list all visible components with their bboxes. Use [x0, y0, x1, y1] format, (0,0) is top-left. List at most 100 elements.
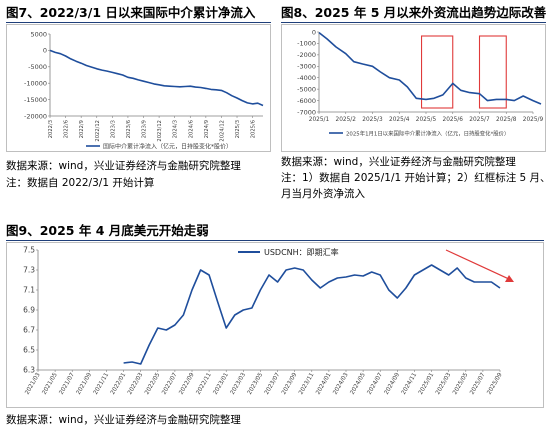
- x-tick-label: 2025/6: [251, 120, 257, 138]
- x-tick-label: 2022/05: [144, 372, 161, 396]
- legend-label: 国际中介累计净流入（亿元，日持股变化*股价）: [103, 143, 232, 151]
- x-tick-label: 2022/11: [196, 372, 213, 396]
- x-tick-label: 2024/9: [204, 120, 210, 138]
- y-tick-label: 7.5: [23, 245, 35, 254]
- x-tick-label: 2021/11: [93, 372, 110, 396]
- x-tick-label: 2025/6: [443, 117, 464, 123]
- y-tick-label: -5000: [28, 63, 47, 71]
- x-tick-label: 2025/9: [523, 117, 544, 123]
- figure9-rule: [6, 240, 544, 241]
- x-tick-label: 2021/03: [24, 372, 41, 396]
- figure8-chart: 0-1000-2000-3000-4000-5000-6000-70002025…: [297, 28, 544, 138]
- x-tick-label: 2025/1: [309, 117, 330, 123]
- figure8-rule: [281, 22, 546, 23]
- y-tick-label: 0: [312, 28, 316, 36]
- figure9-title: 图9、2025 年 4 月底美元开始走弱: [6, 223, 209, 238]
- x-tick-label: 2022/09: [178, 372, 195, 396]
- highlight-box: [478, 35, 507, 109]
- x-tick-label: 2022/12: [95, 120, 101, 142]
- y-tick-label: -15000: [24, 96, 47, 104]
- y-tick-label: 6.7: [23, 325, 35, 334]
- x-tick-label: 2024/03: [332, 372, 349, 396]
- x-tick-label: 2023/6: [126, 120, 132, 138]
- y-tick-label: 6.3: [23, 365, 35, 374]
- x-tick-label: 2022/07: [161, 372, 178, 396]
- x-tick-label: 2025/8: [496, 117, 517, 123]
- x-tick-label: 2023/11: [298, 372, 315, 396]
- y-tick-label: 7.3: [23, 265, 35, 274]
- y-tick-label: -2000: [297, 51, 316, 59]
- series-line: [123, 264, 501, 365]
- legend-label: USDCNH：即期汇率: [264, 247, 339, 257]
- y-tick-label: -10000: [24, 80, 47, 88]
- x-tick-label: 2022/3: [48, 120, 54, 138]
- x-tick-label: 2021/07: [59, 372, 76, 396]
- y-tick-label: -5000: [297, 85, 316, 93]
- figure8-panel: [281, 24, 546, 152]
- y-tick-label: -20000: [24, 112, 47, 120]
- y-tick-label: -3000: [297, 63, 316, 71]
- figure8-source: 数据来源：wind，兴业证券经济与金融研究院整理: [281, 156, 516, 168]
- y-tick-label: 5000: [30, 30, 47, 38]
- y-tick-label: 0: [43, 47, 47, 55]
- y-tick-label: 6.9: [23, 305, 35, 314]
- x-tick-label: 2024/6: [188, 120, 194, 138]
- x-tick-label: 2024/09: [384, 372, 401, 396]
- figure7-note: 注：数据自 2022/3/1 开始计算: [6, 177, 155, 189]
- trend-arrow-line: [445, 249, 512, 281]
- x-tick-label: 2022/03: [127, 372, 144, 396]
- figure9-source: 数据来源：wind，兴业证券经济与金融研究院整理: [6, 414, 241, 426]
- x-tick-label: 2021/09: [76, 372, 93, 396]
- series-line: [49, 49, 264, 107]
- x-tick-label: 2024/12: [219, 120, 225, 142]
- x-tick-label: 2024/11: [401, 372, 418, 396]
- legend-label: 2025年1月1日以来国际中介累计净流入（亿元，日持股变化*股价）: [346, 130, 509, 138]
- x-tick-label: 2024/01: [315, 372, 332, 396]
- figure9-panel: [6, 242, 544, 408]
- figure8-note-line2: 月当月外资净流入: [281, 188, 365, 200]
- x-tick-label: 2023/3: [110, 120, 116, 138]
- figure8-note-line1: 注：1）数据自 2025/1/1 开始计算；2）红框标注 5 月、7: [281, 172, 550, 184]
- x-tick-label: 2021/05: [42, 372, 59, 396]
- x-tick-label: 2025/01: [418, 372, 435, 396]
- x-tick-label: 2025/09: [486, 372, 503, 396]
- x-tick-label: 2025/05: [452, 372, 469, 396]
- x-tick-label: 2025/7: [469, 117, 490, 123]
- x-tick-label: 2025/03: [435, 372, 452, 396]
- x-tick-label: 2025/07: [469, 372, 486, 396]
- x-tick-label: 2023/03: [230, 372, 247, 396]
- x-tick-label: 2023/05: [247, 372, 264, 396]
- x-tick-label: 2022/6: [64, 120, 70, 138]
- x-tick-label: 2024/05: [350, 372, 367, 396]
- figure7-panel: [6, 24, 271, 152]
- figure7-rule: [6, 22, 271, 23]
- y-tick-label: -7000: [297, 108, 316, 116]
- x-tick-label: 2023/9: [142, 120, 148, 138]
- x-tick-label: 2025/2: [336, 117, 357, 123]
- x-tick-label: 2024/3: [173, 120, 179, 138]
- y-tick-label: -6000: [297, 97, 316, 105]
- y-tick-label: -4000: [297, 74, 316, 82]
- figure7-source: 数据来源：wind，兴业证券经济与金融研究院整理: [6, 160, 241, 172]
- y-tick-label: 6.5: [23, 345, 35, 354]
- series-line: [318, 31, 542, 105]
- x-tick-label: 2023/07: [264, 372, 281, 396]
- x-tick-label: 2022/01: [110, 372, 127, 396]
- y-tick-label: 7.1: [23, 285, 35, 294]
- y-tick-label: -1000: [297, 40, 316, 48]
- x-tick-label: 2025/5: [416, 117, 437, 123]
- x-tick-label: 2023/09: [281, 372, 298, 396]
- figure8-title: 图8、2025 年 5 月以来外资流出趋势边际改善: [281, 5, 547, 20]
- x-tick-label: 2025/3: [362, 117, 383, 123]
- x-tick-label: 2023/12: [157, 120, 163, 142]
- x-tick-label: 2022/9: [79, 120, 85, 138]
- x-tick-label: 2025/4: [389, 117, 410, 123]
- trend-arrow-head: [505, 275, 514, 282]
- x-tick-label: 2025/3: [235, 120, 241, 138]
- highlight-box: [420, 35, 454, 109]
- figure7-title: 图7、2022/3/1 日以来国际中介累计净流入: [6, 5, 256, 20]
- x-tick-label: 2024/07: [367, 372, 384, 396]
- x-tick-label: 2023/01: [213, 372, 230, 396]
